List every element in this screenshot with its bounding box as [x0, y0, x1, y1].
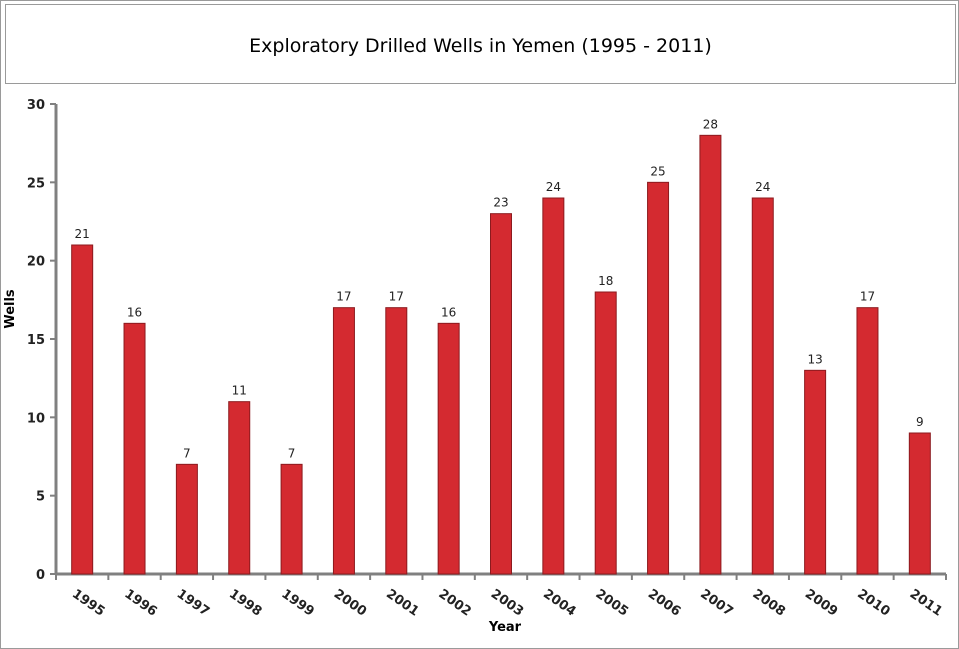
bar: [908, 432, 931, 575]
bar-value-label: 11: [232, 384, 247, 398]
x-tick-label: 2006: [645, 587, 683, 620]
chart-title-box: Exploratory Drilled Wells in Yemen (1995…: [5, 4, 956, 84]
x-axis-title: Year: [488, 620, 522, 635]
bar-value-label: 9: [916, 415, 924, 429]
bar: [175, 463, 198, 575]
x-tick-label: 1996: [121, 587, 159, 620]
bar: [280, 463, 303, 575]
bar: [751, 197, 774, 575]
x-tick-label: 2007: [697, 587, 735, 620]
y-tick-label: 15: [27, 333, 45, 348]
y-tick-label: 20: [27, 255, 45, 270]
bar-value-label: 16: [441, 305, 456, 319]
y-tick-label: 25: [27, 176, 45, 191]
bar-value-label: 18: [598, 274, 613, 288]
bar-value-label: 16: [127, 305, 142, 319]
bar-value-label: 17: [336, 290, 351, 304]
x-tick-label: 2002: [436, 587, 474, 620]
bar: [437, 322, 460, 575]
bar: [594, 291, 617, 575]
y-tick-label: 10: [27, 411, 45, 426]
y-tick-label: 0: [36, 568, 45, 583]
bar-value-label: 25: [650, 164, 665, 178]
bar-value-label: 24: [755, 180, 770, 194]
bar-value-label: 7: [288, 446, 296, 460]
bar-value-label: 17: [389, 290, 404, 304]
y-tick-label: 5: [36, 490, 45, 505]
x-tick-label: 2010: [854, 587, 892, 620]
bar: [123, 322, 146, 575]
x-tick-label: 1998: [226, 587, 264, 620]
x-tick-label: 2009: [802, 587, 840, 620]
bar: [699, 134, 722, 575]
bar-value-label: 23: [493, 196, 508, 210]
bars: [71, 134, 931, 575]
bar-value-label: 24: [546, 180, 561, 194]
x-tick-label: 2000: [331, 587, 369, 620]
y-tick-label: 30: [27, 98, 45, 113]
value-labels: 21 16 7 11 7 17 17 16 23 24 18 25 28 24 13 17 9: [75, 117, 924, 460]
bar-value-label: 17: [860, 290, 875, 304]
x-tick-label: 2005: [593, 587, 631, 620]
bar-value-label: 28: [703, 117, 718, 131]
bar: [71, 244, 94, 575]
x-tick-label: 2011: [907, 587, 945, 620]
bar: [332, 307, 355, 575]
x-tick-label: 2003: [488, 587, 526, 620]
x-tick-label: 1995: [69, 587, 107, 620]
bar: [542, 197, 565, 575]
x-tick-label: 2001: [383, 587, 421, 620]
bar: [647, 181, 670, 575]
x-tick-label: 2004: [540, 587, 578, 620]
x-tick-label: 2008: [750, 587, 788, 620]
x-ticks: 1995 1996 1997 1998 1999 2000 2001 2002 2003 2004…: [55, 574, 947, 620]
chart-title: Exploratory Drilled Wells in Yemen (1995…: [249, 35, 712, 57]
y-axis-title: Wells: [3, 289, 18, 329]
bar-value-label: 21: [75, 227, 90, 241]
bar: [228, 401, 251, 575]
bar: [385, 307, 408, 575]
bar: [856, 307, 879, 575]
bar-value-label: 7: [183, 446, 191, 460]
bar-value-label: 13: [807, 352, 822, 366]
x-tick-label: 1999: [278, 587, 316, 620]
bar: [490, 213, 512, 575]
x-tick-label: 1997: [174, 587, 212, 620]
bar: [804, 369, 827, 575]
y-ticks: 0 5 10 15 20 25 30: [27, 98, 56, 583]
